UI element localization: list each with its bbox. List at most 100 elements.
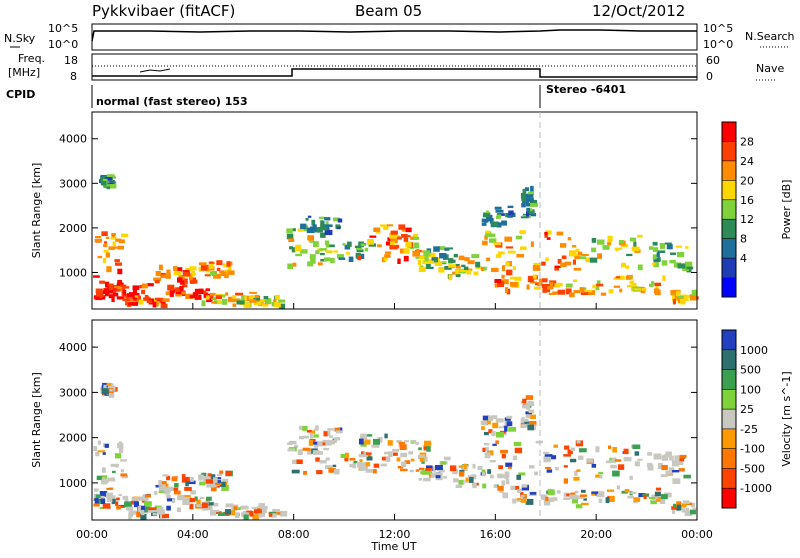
data-cell	[656, 498, 661, 502]
colorbar-tick-label: 4	[740, 252, 747, 265]
data-cell	[182, 284, 188, 288]
data-cell	[506, 415, 513, 419]
data-cell	[553, 444, 558, 448]
data-cell	[564, 445, 570, 450]
data-cell	[493, 484, 498, 488]
data-cell	[94, 488, 99, 492]
data-cell	[101, 296, 106, 300]
y-tick-label: 4000	[59, 133, 87, 146]
data-cell	[101, 388, 109, 394]
data-cell	[151, 510, 158, 513]
data-cell	[463, 266, 469, 271]
data-cell	[249, 291, 257, 294]
data-cell	[232, 295, 237, 299]
data-cell	[181, 474, 186, 478]
data-cell	[496, 222, 502, 228]
data-cell	[436, 257, 440, 262]
data-cell	[577, 251, 583, 256]
data-cell	[581, 502, 589, 506]
data-cell	[226, 261, 231, 267]
data-cell	[597, 253, 602, 259]
data-cell	[103, 384, 107, 389]
data-cell	[143, 506, 150, 513]
data-cell	[359, 438, 364, 445]
data-cell	[254, 509, 262, 514]
data-cell	[669, 259, 676, 264]
data-cell	[306, 449, 312, 455]
data-cell	[597, 239, 605, 245]
data-cell	[118, 441, 122, 445]
data-cell	[389, 232, 398, 239]
data-cell	[252, 514, 260, 520]
data-cell	[317, 262, 323, 266]
data-cell	[311, 219, 316, 226]
data-cell	[575, 504, 583, 509]
data-cell	[512, 266, 516, 271]
data-cell	[488, 233, 496, 237]
data-cell	[292, 228, 296, 232]
data-cell	[176, 507, 181, 513]
data-cell	[542, 278, 548, 283]
x-tick-label: 00:00	[76, 528, 108, 541]
data-cell	[319, 253, 325, 256]
data-cell	[240, 505, 248, 510]
data-cell	[541, 261, 546, 266]
data-cell	[108, 294, 115, 299]
data-cell	[548, 455, 557, 460]
data-cell	[403, 248, 410, 254]
data-cell	[675, 245, 683, 248]
data-cell	[227, 296, 236, 303]
data-cell	[96, 475, 102, 481]
data-cell	[415, 256, 420, 259]
data-cell	[619, 288, 623, 293]
data-cell	[692, 507, 697, 510]
data-cell	[485, 447, 489, 452]
data-cell	[185, 481, 189, 487]
data-cell	[526, 211, 530, 217]
data-cell	[118, 239, 125, 244]
data-cell	[155, 271, 161, 277]
data-cell	[221, 298, 228, 305]
data-cell	[348, 256, 354, 262]
data-cell	[114, 453, 122, 459]
data-cell	[537, 283, 542, 287]
data-cell	[451, 259, 456, 263]
data-cell	[452, 469, 458, 475]
data-cell	[356, 246, 363, 251]
data-cell	[683, 500, 690, 504]
data-cell	[219, 470, 224, 474]
data-cell	[492, 422, 499, 429]
data-cell	[221, 484, 229, 491]
data-cell	[617, 464, 625, 470]
data-cell	[568, 250, 577, 257]
data-cell	[205, 288, 210, 292]
data-cell	[392, 448, 399, 452]
data-cell	[116, 282, 124, 288]
data-cell	[613, 285, 620, 288]
data-cell	[504, 471, 510, 477]
data-cell	[411, 440, 417, 443]
data-cell	[317, 451, 324, 455]
data-cell	[273, 512, 281, 515]
data-cell	[555, 265, 561, 268]
data-cell	[570, 447, 576, 452]
data-cell	[473, 271, 479, 276]
data-cell	[495, 440, 499, 445]
data-cell	[405, 227, 412, 233]
data-cell	[608, 445, 612, 449]
colorbar-tick-label: -100	[740, 443, 765, 456]
data-cell	[591, 492, 597, 496]
data-cell	[299, 425, 306, 431]
data-cell	[305, 218, 309, 221]
data-cell	[105, 252, 110, 258]
data-cell	[106, 487, 114, 490]
data-cell	[162, 513, 169, 519]
data-cell	[548, 292, 557, 295]
data-cell	[437, 246, 446, 251]
data-cell	[110, 236, 117, 240]
data-cell	[210, 509, 216, 516]
data-cell	[324, 217, 331, 221]
nave-wiggle	[139, 68, 171, 73]
data-cell	[345, 452, 349, 459]
data-cell	[373, 438, 380, 445]
